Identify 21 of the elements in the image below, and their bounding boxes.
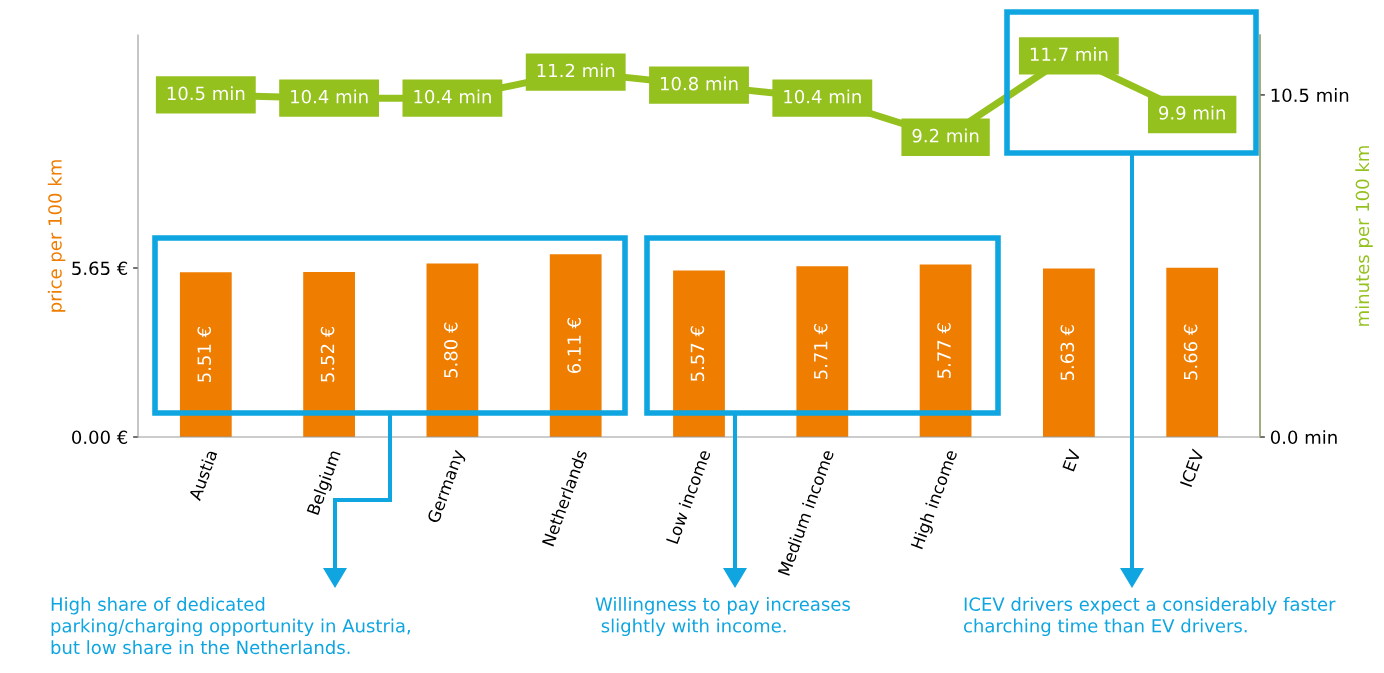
y2-axis-title: minutes per 100 km [1355,146,1373,326]
text: Willingness to pay increases slightly with income. [595,597,850,637]
x-tick-label: Austia [188,449,218,502]
data-label: 5.57 € [690,326,705,382]
data-label: 5.80 € [443,322,458,378]
y-tick-label: 0.00 € [72,430,128,445]
text: ICEV drivers expect a considerably faster charching time than EV drivers. [964,597,1336,637]
data-label: 5.71 € [813,324,828,379]
x-tick-label: EV [1062,448,1081,472]
x-tick-label: ICEV [1179,448,1205,488]
data-label: 5.66 € [1183,324,1198,380]
y2-tick-label: 0.0 min [1270,430,1337,445]
data-label: 5.52 € [320,326,335,382]
y-axis-title: price per 100 km [47,160,66,312]
y2-tick-label: 10.5 min [1271,88,1349,103]
data-label: 6.11 € [567,318,581,374]
data-label: 5.63 € [1060,325,1075,381]
y-tick-label: 5.65 € [72,261,128,276]
data-label: 5.77 € [937,323,951,379]
data-label: 5.51 € [197,327,212,382]
text: High share of dedicated parking/charging opportunity in Austria, but low share in the Netherlands. [51,597,410,655]
